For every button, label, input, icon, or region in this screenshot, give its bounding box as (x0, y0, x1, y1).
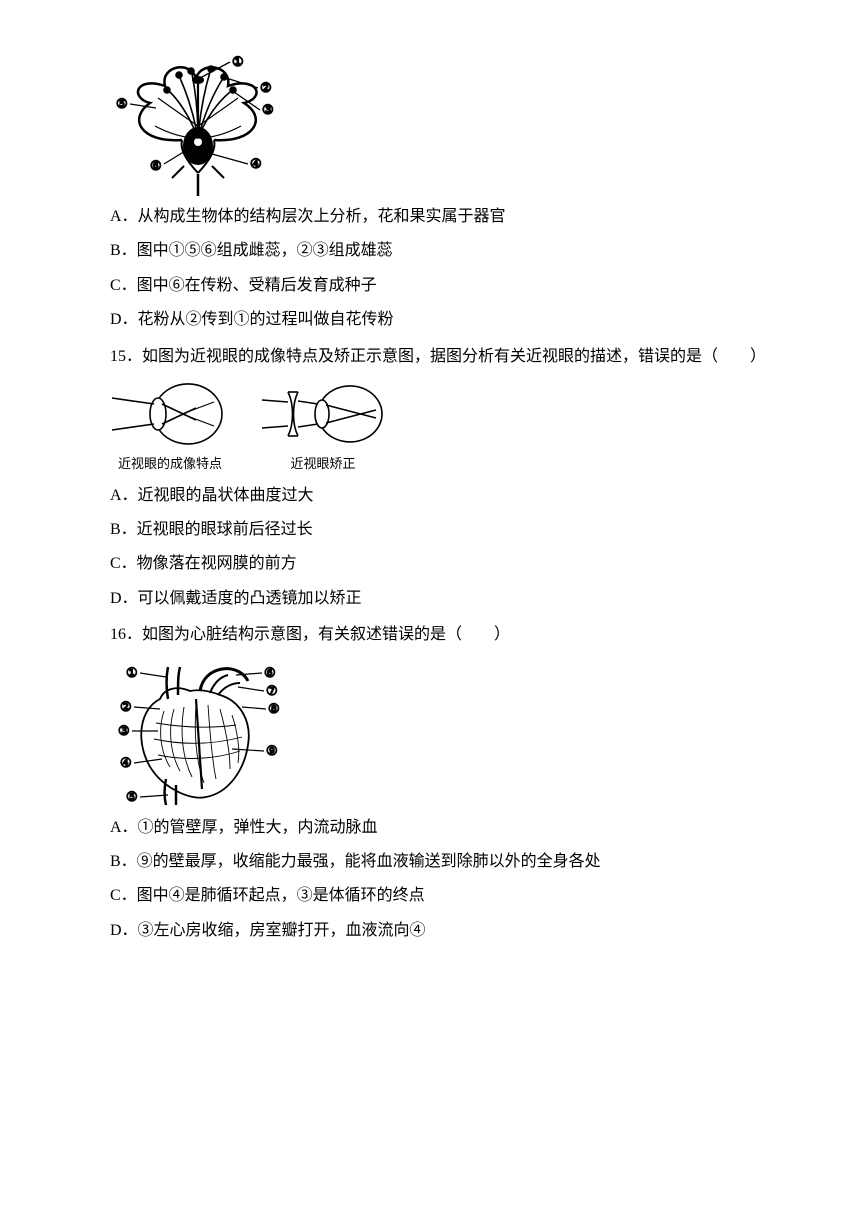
flower-label-2: ② (260, 80, 272, 95)
flower-svg: ① ② ③ ④ ⑤ ⑥ (110, 48, 285, 198)
q15-text: 15．如图为近视眼的成像特点及矫正示意图，据图分析有关近视眼的描述，错误的是（ … (110, 342, 770, 372)
flower-label-4: ④ (250, 156, 262, 171)
heart-label-5: ⑤ (126, 789, 138, 804)
q15-option-a: A．近视眼的晶状体曲度过大 (110, 481, 770, 511)
heart-label-3: ③ (118, 723, 130, 738)
q14-option-a: A．从构成生物体的结构层次上分析，花和果实属于器官 (110, 202, 770, 232)
flower-label-1: ① (232, 54, 244, 69)
eye-myopia-svg (110, 378, 230, 450)
eye-correction-svg (258, 378, 388, 450)
q16-option-c: C．图中④是肺循环起点，③是体循环的终点 (110, 881, 770, 911)
heart-label-9: ⑨ (266, 743, 278, 758)
flower-label-6: ⑥ (150, 158, 162, 173)
heart-label-8: ⑧ (268, 701, 280, 716)
q14-option-c: C．图中⑥在传粉、受精后发育成种子 (110, 271, 770, 301)
q16-heart-figure: ① ② ③ ④ ⑤ ⑥ ⑦ ⑧ ⑨ (110, 659, 770, 809)
q14-flower-figure: ① ② ③ ④ ⑤ ⑥ (110, 48, 770, 198)
q15-caption-right: 近视眼矫正 (258, 452, 388, 477)
flower-label-3: ③ (262, 102, 274, 117)
q15-option-b: B．近视眼的眼球前后径过长 (110, 515, 770, 545)
q14-option-d: D．花粉从②传到①的过程叫做自花传粉 (110, 305, 770, 335)
heart-svg: ① ② ③ ④ ⑤ ⑥ ⑦ ⑧ ⑨ (110, 659, 290, 809)
q15-eye-figure: 近视眼的成像特点 近视眼矫正 (110, 378, 770, 477)
q16-option-d: D．③左心房收缩，房室瓣打开，血液流向④ (110, 916, 770, 946)
heart-label-2: ② (120, 699, 132, 714)
heart-label-6: ⑥ (264, 665, 276, 680)
heart-label-7: ⑦ (266, 683, 278, 698)
q16-text: 16．如图为心脏结构示意图，有关叙述错误的是（ ） (110, 620, 770, 650)
q14-option-b: B．图中①⑤⑥组成雌蕊，②③组成雄蕊 (110, 236, 770, 266)
heart-label-1: ① (126, 665, 138, 680)
q16-option-a: A．①的管壁厚，弹性大，内流动脉血 (110, 813, 770, 843)
heart-label-4: ④ (120, 755, 132, 770)
flower-label-5: ⑤ (116, 96, 128, 111)
q15-caption-left: 近视眼的成像特点 (110, 452, 230, 477)
q15-option-d: D．可以佩戴适度的凸透镜加以矫正 (110, 584, 770, 614)
q15-option-c: C．物像落在视网膜的前方 (110, 549, 770, 579)
q16-option-b: B．⑨的壁最厚，收缩能力最强，能将血液输送到除肺以外的全身各处 (110, 847, 770, 877)
